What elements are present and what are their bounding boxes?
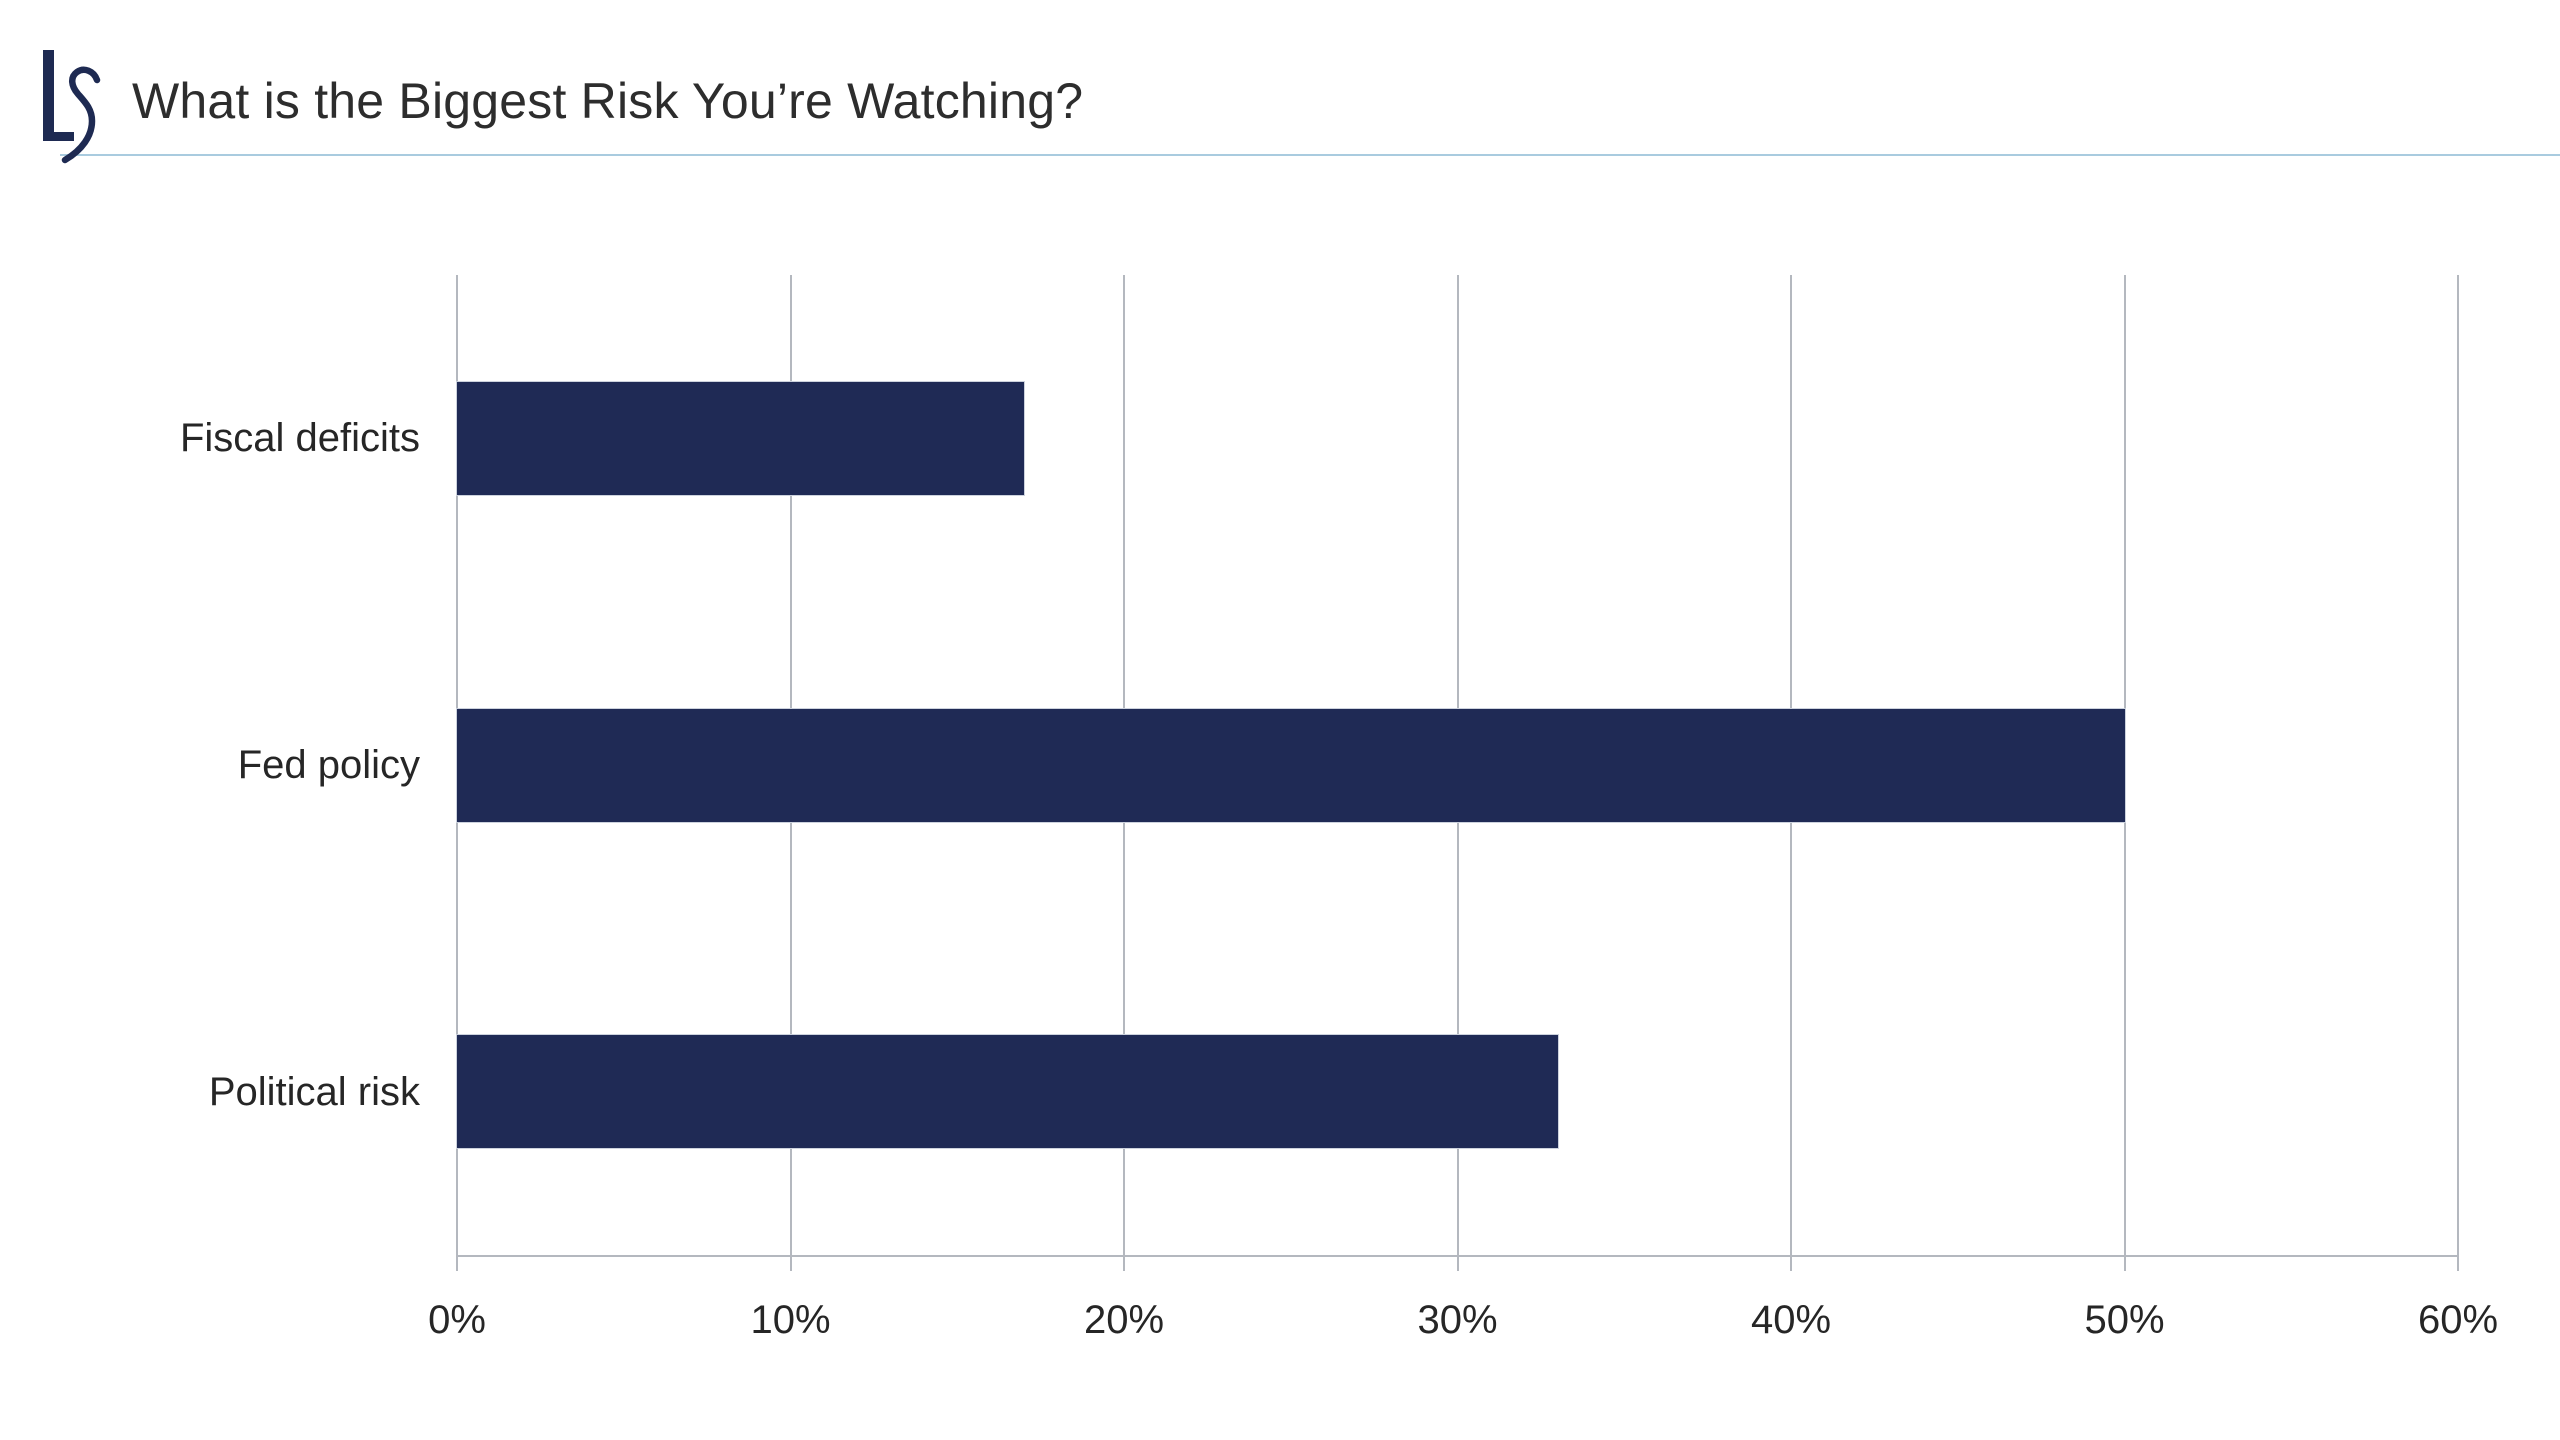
bar-political-risk [457, 1035, 1558, 1149]
x-tick-label-30%: 30% [1417, 1298, 1498, 1342]
x-tick-label-10%: 10% [750, 1298, 831, 1342]
gridline-50% [2123, 275, 2126, 1271]
header-divider [60, 154, 2560, 156]
x-tick-label-50%: 50% [2084, 1298, 2165, 1342]
x-tick-label-0%: 0% [428, 1298, 486, 1342]
category-label-political-risk: Political risk [208, 1069, 420, 1114]
bar-fiscal-deficits [457, 381, 1024, 495]
ls-logo [43, 50, 101, 164]
page-title: What is the Biggest Risk You’re Watching… [132, 73, 1084, 129]
bar-fed-policy [457, 708, 2125, 822]
category-label-fed-policy: Fed policy [237, 743, 420, 787]
gridline-60% [2457, 275, 2459, 1271]
category-label-fiscal-deficits: Fiscal deficits [179, 416, 420, 461]
x-tick-label-60%: 60% [2417, 1298, 2499, 1342]
x-axis-line [456, 1255, 2459, 1257]
x-tick-label-40%: 40% [1750, 1298, 1832, 1342]
x-tick-label-20%: 20% [1083, 1298, 1165, 1342]
ls-logo-glyphs [43, 50, 101, 164]
